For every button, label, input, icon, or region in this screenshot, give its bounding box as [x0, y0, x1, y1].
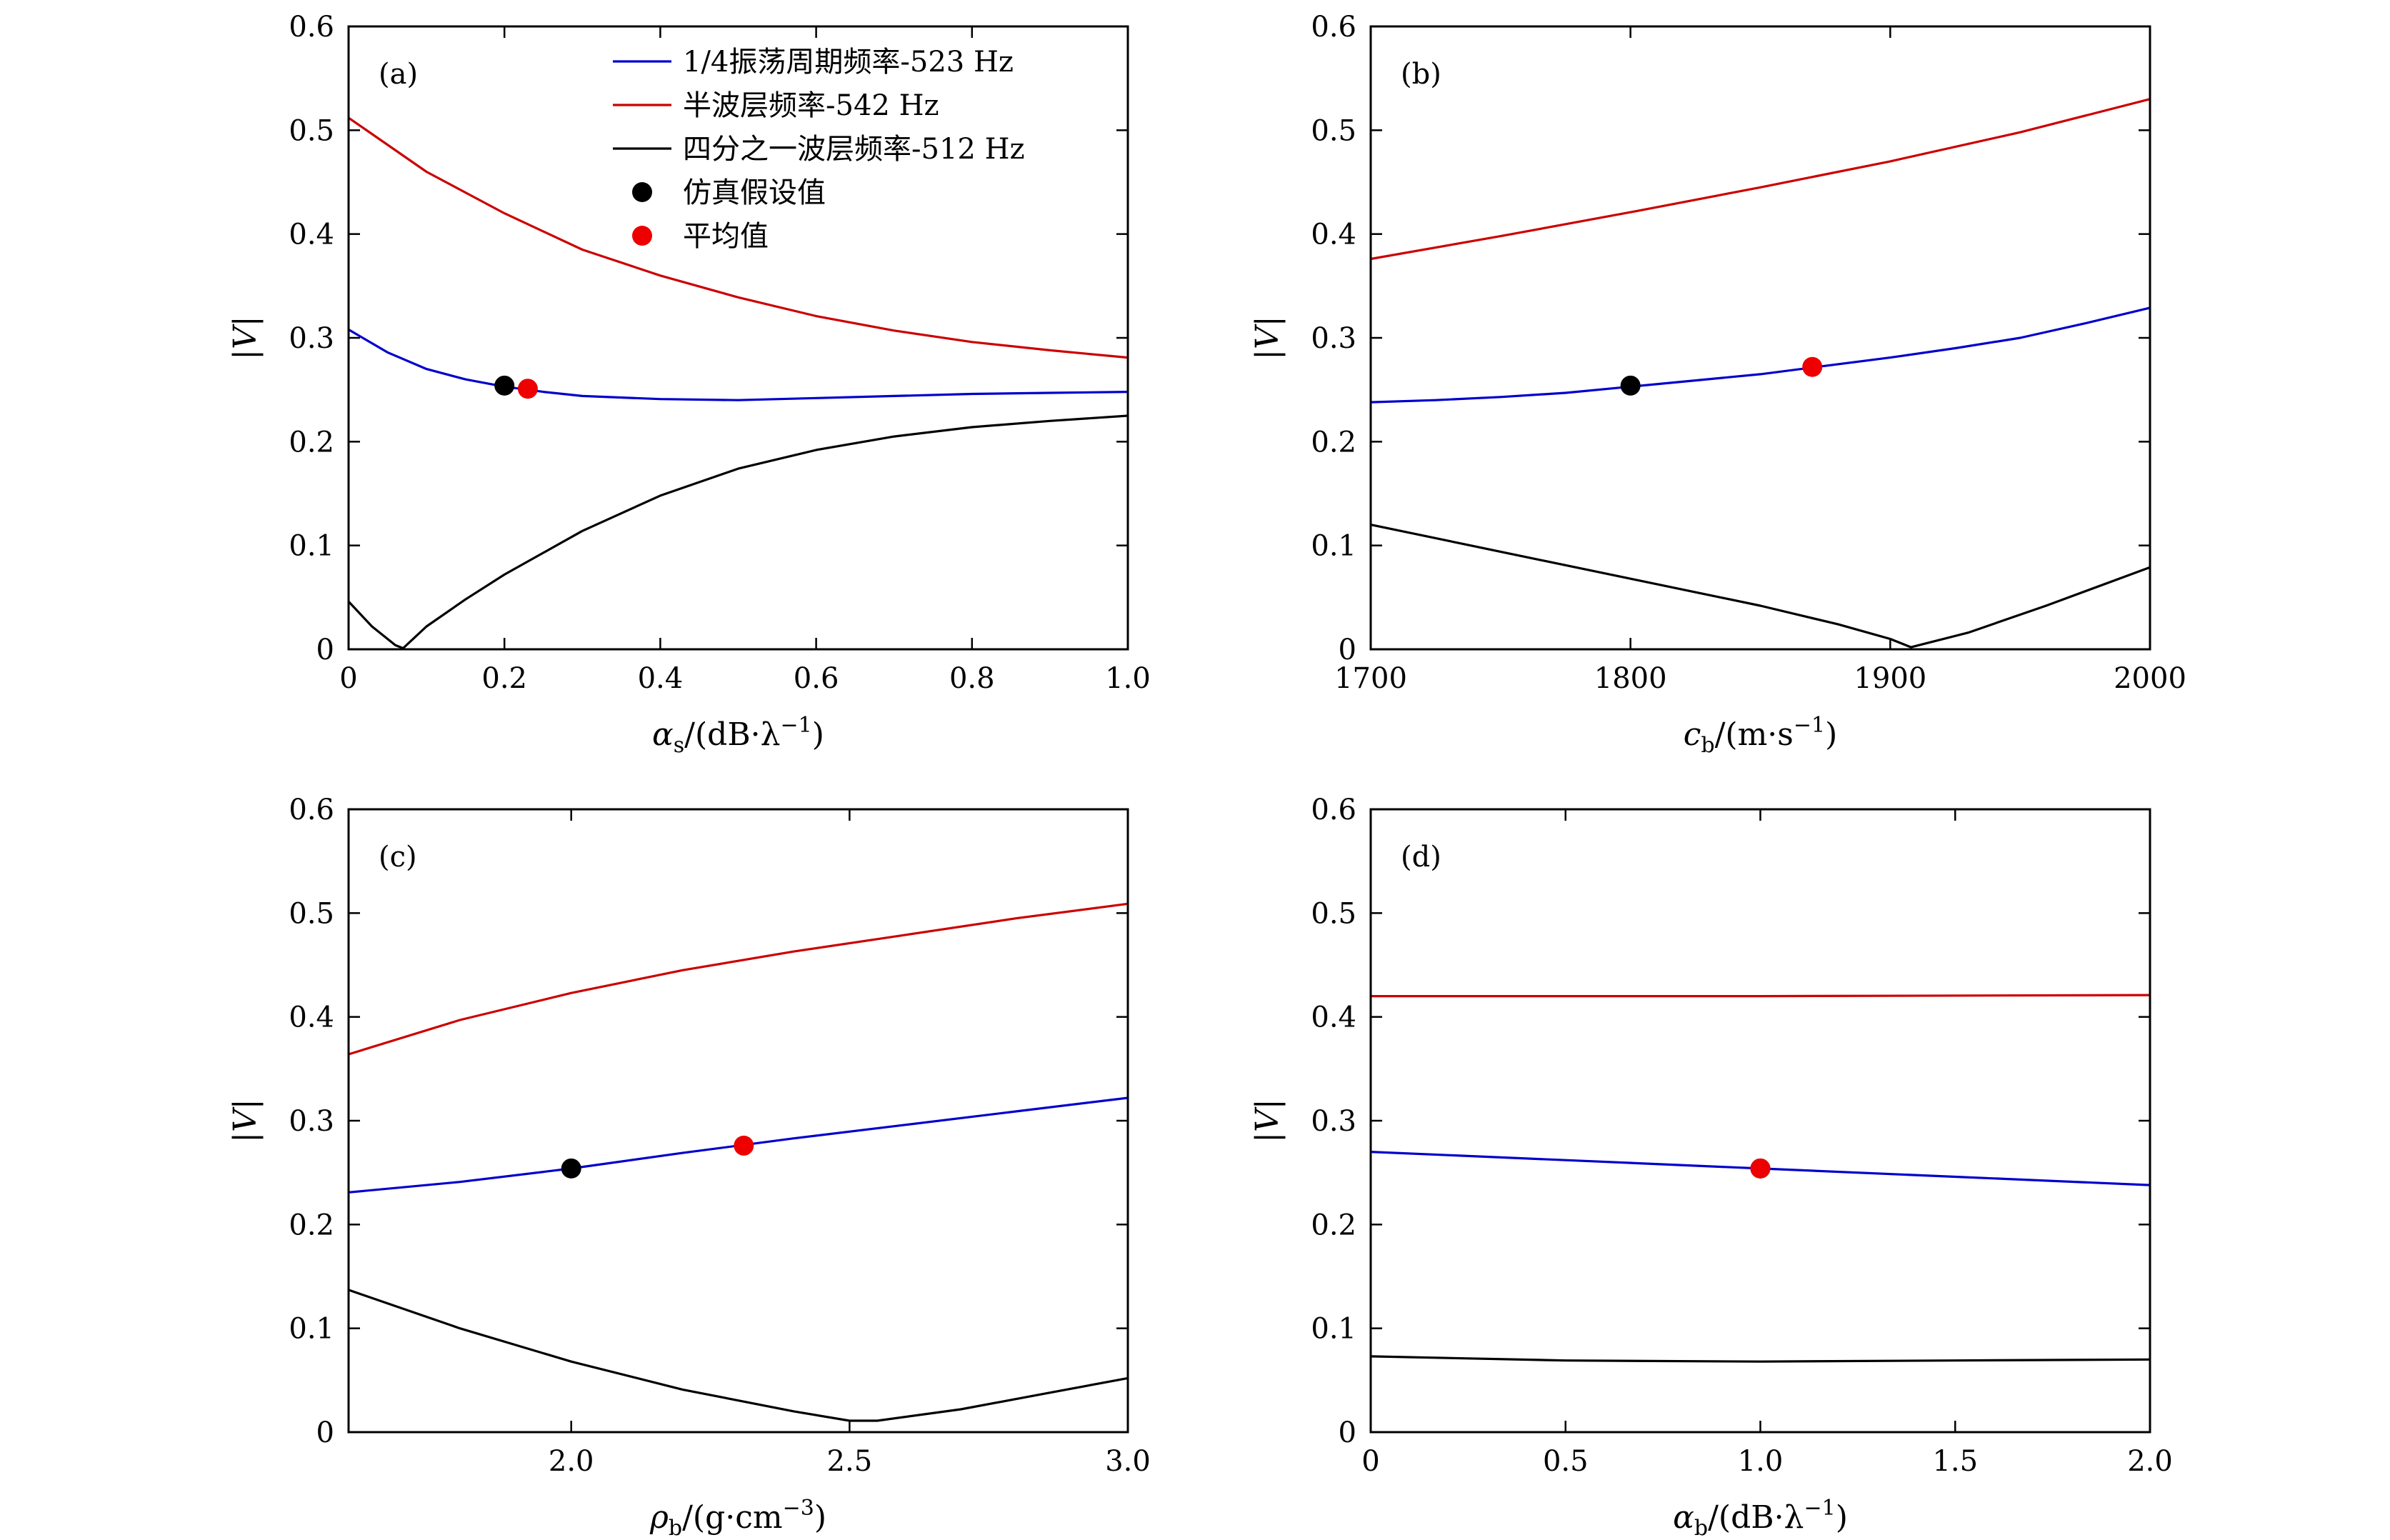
y-tick-label: 0 [316, 634, 334, 666]
plot-frame [347, 808, 1129, 1434]
y-tick-label: 0.6 [1311, 11, 1356, 44]
y-tick-label: 0 [1339, 634, 1356, 666]
legend-label: 1/4振荡周期频率-523 Hz [683, 46, 1014, 79]
y-tick-label: 0.2 [1311, 1209, 1356, 1241]
y-tick-label: 0.4 [289, 219, 334, 251]
y-tick-label: 0.2 [1311, 426, 1356, 459]
mean-value-marker [1750, 1158, 1771, 1179]
legend-label: 平均值 [683, 220, 769, 253]
mean-value-marker [734, 1135, 754, 1156]
y-tick-label: 0.3 [289, 1105, 334, 1138]
y-tick-label: 0.5 [1311, 897, 1356, 930]
x-axis-label: cb/(m·s−1) [1684, 713, 1838, 758]
x-tick-label: 2.0 [549, 1445, 594, 1478]
series-line-1 [1371, 994, 2151, 998]
y-tick-label: 0.2 [289, 426, 334, 459]
panel-d: 0 0.1 0.2 0.3 0.4 0.5 0.6 0 0.5 1.0 1.5 2.0 (d) |V| αb… [1249, 794, 2173, 1540]
x-tick-label: 3.0 [1105, 1445, 1151, 1478]
series-line-0 [1370, 306, 2151, 404]
panel-b: 0 0.1 0.2 0.3 0.4 0.5 0.6 1700 1800 1900 2000 (b) |V… [1249, 11, 2186, 758]
x-tick-label: 0.6 [794, 662, 839, 695]
assumed-value-marker [1620, 375, 1641, 396]
assumed-value-marker [494, 375, 515, 396]
x-tick-label: 1900 [1854, 662, 1926, 695]
series-line-1 [1370, 98, 2151, 261]
x-tick-label: 2.0 [2127, 1445, 2173, 1478]
y-axis-label: |V| [227, 316, 264, 359]
x-tick-label: 0 [339, 662, 357, 695]
y-tick-label: 0.3 [1311, 322, 1356, 355]
series-line-1 [348, 902, 1129, 1056]
legend-dot-swatch [632, 226, 652, 246]
assumed-value-marker [561, 1158, 581, 1179]
plot-frame [1369, 25, 2151, 651]
series-line-2 [1370, 1355, 2151, 1363]
legend-label: 仿真假设值 [683, 176, 826, 209]
series-line-2 [1370, 524, 2151, 649]
legend-label: 半波层频率-542 Hz [683, 89, 939, 122]
x-axis-label: αs/(dB·λ−1) [652, 713, 824, 758]
y-tick-label: 0.1 [1311, 1313, 1356, 1346]
y-tick-label: 0.3 [289, 322, 334, 355]
mean-value-marker [517, 379, 538, 399]
y-tick-label: 0.4 [289, 1001, 334, 1034]
panel-a: 0 0.1 0.2 0.3 0.4 0.5 0.6 0 0.2 0.4 0.6 0.8 1.0 (a) |V… [227, 11, 1151, 758]
y-axis-label: |V| [1249, 316, 1286, 359]
y-tick-label: 0.5 [289, 897, 334, 930]
panel-label: (a) [379, 58, 418, 91]
y-tick-label: 0.4 [1311, 219, 1356, 251]
plot-frame [1369, 808, 2151, 1434]
y-tick-label: 0.2 [289, 1209, 334, 1241]
x-tick-label: 1800 [1594, 662, 1667, 695]
y-tick-label: 0.3 [1311, 1105, 1356, 1138]
panel-label: (c) [379, 841, 417, 874]
x-tick-label: 1.0 [1738, 1445, 1784, 1478]
y-tick-label: 0 [316, 1416, 334, 1449]
series-line-2 [348, 1289, 1129, 1422]
mean-value-marker [1802, 356, 1823, 377]
x-tick-label: 0.4 [638, 662, 684, 695]
panel-c: 0 0.1 0.2 0.3 0.4 0.5 0.6 2.0 2.5 3.0 (c) |V| ρb/(g·… [227, 794, 1151, 1540]
x-tick-label: 1.5 [1932, 1445, 1978, 1478]
legend: 1/4振荡周期频率-523 Hz 半波层频率-542 Hz 四分之一波层频率-512… [613, 46, 1025, 253]
y-axis-label: |V| [1249, 1099, 1286, 1142]
y-tick-label: 0.5 [289, 114, 334, 147]
series-line-1 [348, 116, 1129, 359]
y-tick-label: 0.1 [1311, 530, 1356, 563]
x-axis-label: ρb/(g·cm−3) [649, 1496, 826, 1540]
panel-label: (d) [1401, 841, 1441, 874]
y-tick-label: 0.6 [289, 794, 334, 826]
x-tick-label: 2.5 [827, 1445, 873, 1478]
x-tick-label: 0 [1361, 1445, 1379, 1478]
y-tick-label: 0.5 [1311, 114, 1356, 147]
y-tick-label: 0.4 [1311, 1001, 1356, 1034]
y-tick-label: 0.1 [289, 1313, 334, 1346]
legend-dot-swatch [632, 182, 652, 202]
x-tick-label: 0.2 [481, 662, 527, 695]
y-tick-label: 0.6 [1311, 794, 1356, 826]
x-tick-label: 0.5 [1543, 1445, 1589, 1478]
y-axis-label: |V| [227, 1099, 264, 1142]
x-tick-label: 1.0 [1105, 662, 1151, 695]
legend-label: 四分之一波层频率-512 Hz [683, 133, 1025, 166]
x-tick-label: 1700 [1334, 662, 1407, 695]
y-tick-label: 0 [1339, 1416, 1356, 1449]
series-line-0 [348, 329, 1129, 401]
x-axis-label: αb/(dB·λ−1) [1673, 1496, 1848, 1540]
panel-label: (b) [1401, 58, 1441, 91]
y-tick-label: 0.1 [289, 530, 334, 563]
y-tick-label: 0.6 [289, 11, 334, 44]
x-tick-label: 2000 [2114, 662, 2186, 695]
series-line-2 [347, 414, 1129, 650]
x-tick-label: 0.8 [949, 662, 995, 695]
